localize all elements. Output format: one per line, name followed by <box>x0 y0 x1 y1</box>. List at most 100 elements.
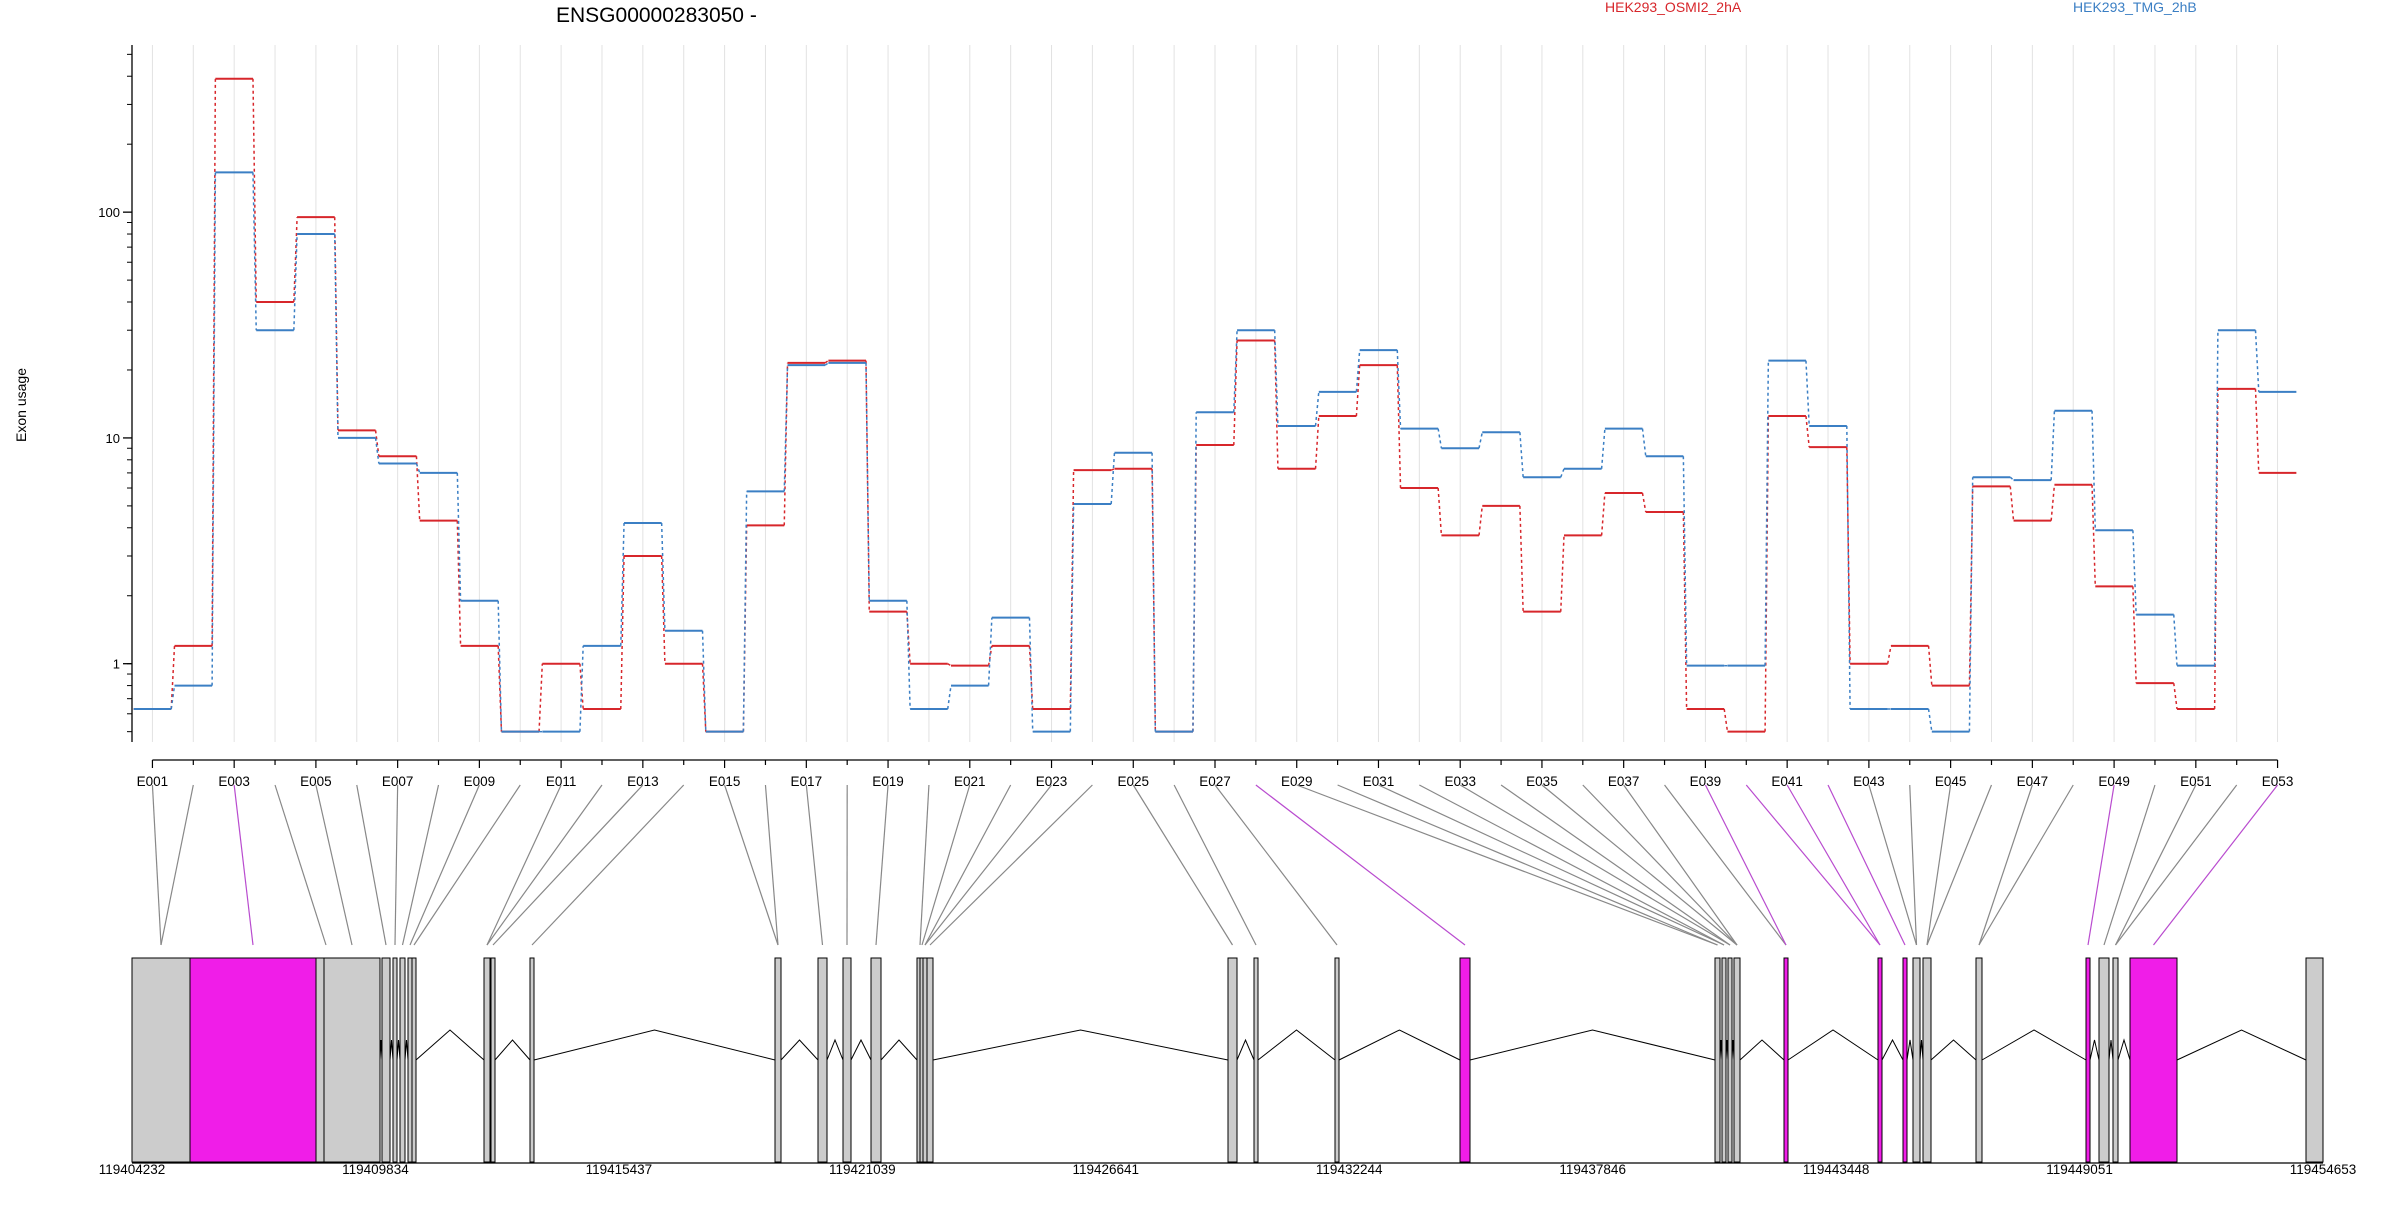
x-tick-label: E051 <box>2180 774 2212 789</box>
exon-box <box>1878 958 1882 1162</box>
series-connector <box>1520 506 1523 612</box>
series-connector <box>1438 429 1441 449</box>
exon-connector <box>1174 785 1256 945</box>
exon-connector <box>152 785 161 945</box>
genomic-coordinate-label: 119415437 <box>586 1162 653 1177</box>
genomic-coordinate-label: 119432244 <box>1316 1162 1383 1177</box>
exon-connector <box>925 785 1052 945</box>
exon-connector <box>1927 785 1991 945</box>
exon-connector <box>920 785 929 945</box>
exon-box <box>818 958 827 1162</box>
exon-connector <box>876 785 888 945</box>
exon-box <box>393 958 397 1162</box>
x-tick-label: E013 <box>627 774 659 789</box>
exon-connector <box>2104 785 2155 945</box>
exon-connector <box>1979 785 2073 945</box>
intron-line <box>534 1030 775 1060</box>
intron-line <box>416 1030 484 1060</box>
x-tick-label: E011 <box>546 774 577 789</box>
series-connector <box>1070 470 1073 709</box>
intron-line <box>2118 1040 2130 1060</box>
exon-box <box>775 958 781 1162</box>
exon-box <box>400 958 405 1162</box>
exon-connector <box>1624 785 1737 945</box>
series-connector <box>2051 485 2054 521</box>
genomic-coordinate-label: 119437846 <box>1559 1162 1626 1177</box>
series-connector <box>294 217 297 302</box>
exon-box <box>491 958 495 1162</box>
genomic-coordinate-label: 119404232 <box>99 1162 166 1177</box>
exon-box <box>923 958 927 1162</box>
intron-line <box>933 1030 1228 1060</box>
exon-connector <box>395 785 398 945</box>
series-connector <box>1479 432 1482 448</box>
exon-connector <box>1869 785 1917 945</box>
exon-box <box>1335 958 1339 1162</box>
exon-box <box>1728 958 1732 1162</box>
intron-line <box>1982 1030 2086 1060</box>
exon-box <box>1976 958 1982 1162</box>
exon-box <box>530 958 534 1162</box>
series-connector <box>335 234 338 438</box>
exon-connector <box>532 785 684 945</box>
exon-connector <box>234 785 253 945</box>
exon-connector <box>357 785 386 945</box>
exon-connector <box>725 785 778 945</box>
intron-line <box>1237 1040 1254 1060</box>
series-connector <box>2092 411 2095 531</box>
intron-line <box>827 1040 843 1060</box>
exon-connector <box>1746 785 1880 945</box>
series-connector <box>2010 477 2013 480</box>
x-tick-label: E035 <box>1526 774 1558 789</box>
x-tick-label: E041 <box>1771 774 1803 789</box>
series-connector <box>1111 453 1114 504</box>
series-connector <box>539 664 542 732</box>
chart-title: ENSG00000283050 - <box>556 4 757 27</box>
exon-connector <box>1460 785 1730 945</box>
series-connector <box>948 686 951 709</box>
intron-line <box>851 1040 871 1060</box>
x-tick-label: E023 <box>1036 774 1068 789</box>
exon-box <box>2306 958 2323 1162</box>
intron-line <box>2090 1040 2099 1060</box>
series-connector <box>1029 618 1032 732</box>
series-connector <box>2255 389 2258 473</box>
legend-entry-osmi2: HEK293_OSMI2_2hA <box>1605 0 1742 15</box>
x-tick-label: E037 <box>1608 774 1640 789</box>
x-tick-label: E029 <box>1281 774 1313 789</box>
exon-box <box>2130 958 2177 1162</box>
exon-connector <box>1979 785 2032 945</box>
series-connector <box>1602 429 1605 469</box>
series-connector <box>2133 530 2136 614</box>
exon-box <box>132 958 190 1162</box>
series-connector <box>1438 488 1441 535</box>
series-connector <box>1479 506 1482 536</box>
exon-connector <box>2088 785 2114 945</box>
exon-box <box>1722 958 1726 1162</box>
series-connector <box>2133 586 2136 683</box>
series-connector <box>948 664 951 666</box>
x-tick-label: E009 <box>464 774 496 789</box>
exon-box <box>412 958 416 1162</box>
intron-line <box>1258 1030 1335 1060</box>
exon-connector <box>1501 785 1730 945</box>
y-tick-label: 1 <box>113 657 120 672</box>
y-axis-label: Exon usage <box>13 368 29 442</box>
exon-box <box>2086 958 2090 1162</box>
gene-model <box>132 958 2323 1162</box>
series-connector <box>621 523 624 646</box>
intron-line <box>2177 1030 2306 1060</box>
series-connector <box>1642 493 1645 512</box>
exon-connector <box>1910 785 1917 945</box>
series-connector <box>1929 646 1932 686</box>
exon-box <box>2113 958 2118 1162</box>
series-connector <box>703 631 706 732</box>
exon-box <box>1715 958 1720 1162</box>
exon-box <box>927 958 933 1162</box>
genomic-coordinate-label: 119454653 <box>2290 1162 2357 1177</box>
x-tick-label: E025 <box>1117 774 1149 789</box>
intron-line <box>495 1040 530 1060</box>
